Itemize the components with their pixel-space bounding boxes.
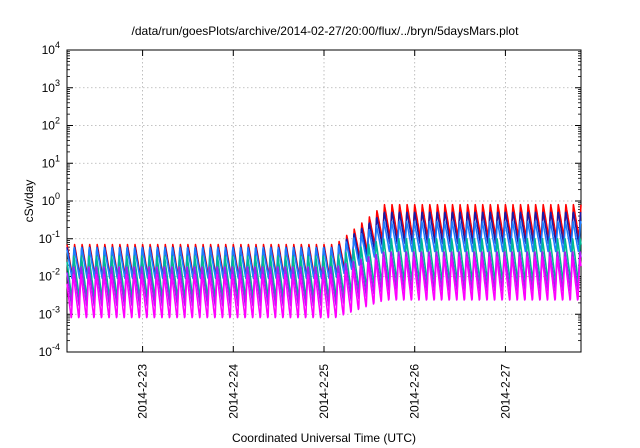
y-tick-label: 10-3 [39,304,60,321]
x-tick-label: 2014-2-27 [498,364,512,419]
y-tick-exponent: 4 [55,40,60,50]
y-tick-base: 10 [42,119,56,133]
y-tick-base: 10 [42,81,56,95]
y-tick-label: 104 [42,40,60,57]
grid-lines [67,50,581,352]
y-tick-label: 10-2 [39,267,60,284]
series-line [66,256,582,319]
y-tick-label: 102 [42,116,60,133]
chart-title: /data/run/goesPlots/archive/2014-02-27/2… [132,24,520,38]
y-tick-label: 10-4 [39,342,60,359]
y-tick-base: 10 [42,43,56,57]
y-tick-base: 10 [39,232,53,246]
y-tick-base: 10 [42,156,56,170]
y-tick-base: 10 [42,194,56,208]
x-axis: 2014-2-23 2014-2-24 2014-2-25 2014-2-26 2014… [136,50,512,419]
x-tick-label: 2014-2-26 [408,364,422,419]
y-tick-exponent: -2 [52,267,60,277]
y-tick-exponent: -3 [52,304,60,314]
x-tick-label: 2014-2-23 [136,364,150,419]
y-tick-exponent: 0 [55,191,60,201]
y-tick-label: 10-1 [39,229,60,246]
y-tick-exponent: 2 [55,116,60,126]
x-tick-label: 2014-2-25 [317,364,331,419]
y-tick-base: 10 [39,307,53,321]
series-group [66,203,582,319]
y-tick-exponent: -4 [52,342,60,352]
y-tick-base: 10 [39,270,53,284]
y-tick-exponent: 1 [55,153,60,163]
x-tick-label: 2014-2-24 [226,364,240,419]
y-axis-label: cSv/day [22,180,36,223]
x-axis-label: Coordinated Universal Time (UTC) [232,431,416,445]
y-tick-label: 103 [42,78,60,95]
y-tick-exponent: -1 [52,229,60,239]
y-tick-base: 10 [39,345,53,359]
y-tick-label: 101 [42,153,60,170]
y-tick-label: 100 [42,191,60,208]
series-line [66,220,582,279]
y-tick-exponent: 3 [55,78,60,88]
